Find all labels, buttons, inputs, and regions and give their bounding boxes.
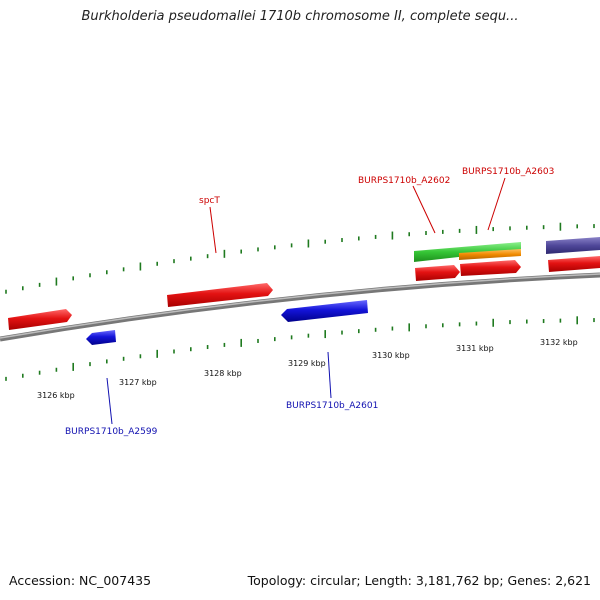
tick-label-3131: 3131 kbp	[456, 344, 494, 353]
gene-forward-A2603[interactable]	[460, 260, 521, 276]
tick-label-3132: 3132 kbp	[540, 338, 578, 347]
upper-tick-row	[5, 222, 595, 294]
tick-labels: 3126 kbp 3127 kbp 3128 kbp 3129 kbp 3130…	[37, 338, 578, 400]
lower-tick-row	[5, 316, 595, 381]
label-A2603[interactable]: BURPS1710b_A2603	[462, 167, 554, 177]
genome-summary-text: Topology: circular; Length: 3,181,762 bp…	[247, 573, 591, 588]
tick-label-3127: 3127 kbp	[119, 378, 157, 387]
feature-bars	[414, 237, 600, 262]
label-A2602[interactable]: BURPS1710b_A2602	[358, 176, 450, 186]
map-title: Burkholderia pseudomallei 1710b chromoso…	[81, 9, 519, 24]
label-spcT[interactable]: spcT	[199, 196, 220, 206]
purple-feature[interactable]	[546, 237, 600, 254]
gene-forward[interactable]	[548, 256, 600, 272]
gene-forward-spcT[interactable]	[167, 283, 273, 307]
tick-label-3129: 3129 kbp	[288, 359, 326, 368]
gene-reverse-A2601[interactable]	[281, 300, 368, 322]
chromosome-backbone	[0, 272, 600, 342]
forward-genes	[8, 256, 600, 330]
label-A2601[interactable]: BURPS1710b_A2601	[286, 401, 378, 411]
gene-reverse-A2599[interactable]	[86, 330, 116, 345]
gene-labels: spcT BURPS1710b_A2602 BURPS1710b_A2603 B…	[65, 167, 554, 437]
accession-text: Accession: NC_007435	[9, 573, 152, 588]
green-feature[interactable]	[414, 242, 521, 262]
reverse-genes	[86, 300, 368, 345]
tick-label-3126: 3126 kbp	[37, 391, 75, 400]
label-A2599[interactable]: BURPS1710b_A2599	[65, 427, 158, 437]
orange-feature[interactable]	[459, 249, 521, 260]
tick-label-3128: 3128 kbp	[204, 369, 242, 378]
leader-lines	[106, 177, 506, 425]
gene-forward-A2602[interactable]	[415, 265, 460, 281]
gene-forward[interactable]	[8, 309, 72, 330]
tick-label-3130: 3130 kbp	[372, 351, 410, 360]
